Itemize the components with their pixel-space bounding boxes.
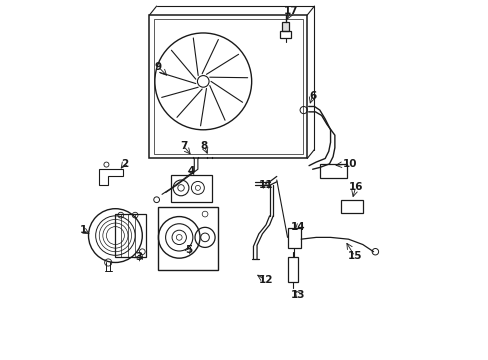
Text: 1: 1 [80,225,86,235]
Bar [319,164,346,178]
Bar [282,22,289,31]
Text: 15: 15 [347,251,362,261]
Text: 7: 7 [180,141,187,151]
Bar [171,175,212,202]
Bar [280,31,290,39]
Bar [287,257,298,282]
Text: 11: 11 [258,180,273,190]
Text: 3: 3 [135,252,142,262]
Bar [149,15,306,158]
Bar [287,228,301,248]
Text: 4: 4 [187,166,195,176]
Text: 16: 16 [348,182,362,192]
Text: 13: 13 [290,290,305,300]
Text: 12: 12 [258,275,273,285]
Text: 6: 6 [308,91,316,101]
Text: 2: 2 [121,159,128,169]
Text: 5: 5 [185,245,192,255]
Bar [341,200,362,213]
Bar [153,19,303,154]
Text: 10: 10 [343,159,357,169]
Bar [115,214,145,257]
Text: 14: 14 [290,222,305,231]
Bar [158,207,217,270]
Text: 8: 8 [200,141,207,151]
Text: 9: 9 [155,62,162,72]
Text: 17: 17 [283,6,298,17]
